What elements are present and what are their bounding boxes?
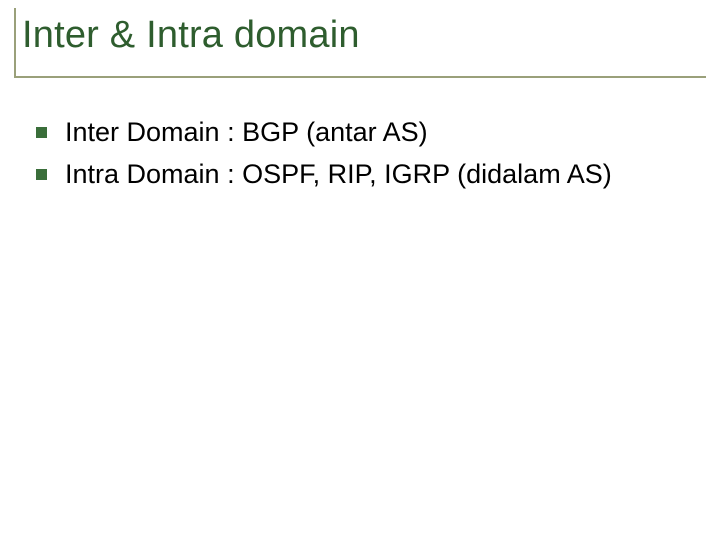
slide: Inter & Intra domain Inter Domain : BGP … bbox=[0, 0, 720, 540]
square-bullet-icon bbox=[36, 169, 47, 180]
list-item: Inter Domain : BGP (antar AS) bbox=[36, 116, 676, 150]
square-bullet-icon bbox=[36, 127, 47, 138]
bullet-text: Inter Domain : BGP (antar AS) bbox=[65, 116, 428, 150]
list-item: Intra Domain : OSPF, RIP, IGRP (didalam … bbox=[36, 158, 676, 192]
bullet-text: Intra Domain : OSPF, RIP, IGRP (didalam … bbox=[65, 158, 612, 192]
slide-body: Inter Domain : BGP (antar AS) Intra Doma… bbox=[36, 116, 676, 200]
slide-title: Inter & Intra domain bbox=[22, 14, 706, 57]
title-rule: Inter & Intra domain bbox=[14, 8, 706, 78]
